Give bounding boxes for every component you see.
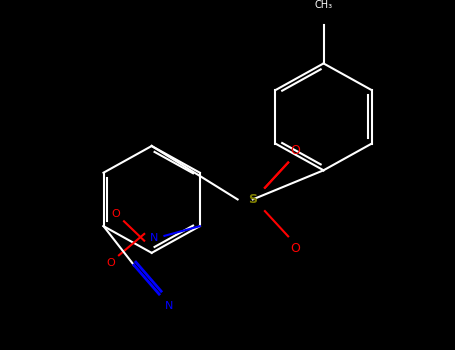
Text: O: O <box>290 241 300 254</box>
Text: S: S <box>248 193 257 206</box>
Text: CH₃: CH₃ <box>314 0 333 10</box>
Text: N: N <box>150 233 158 243</box>
Text: O: O <box>290 144 300 158</box>
Text: N: N <box>165 301 173 311</box>
Text: O: O <box>111 210 120 219</box>
Text: O: O <box>106 258 115 268</box>
